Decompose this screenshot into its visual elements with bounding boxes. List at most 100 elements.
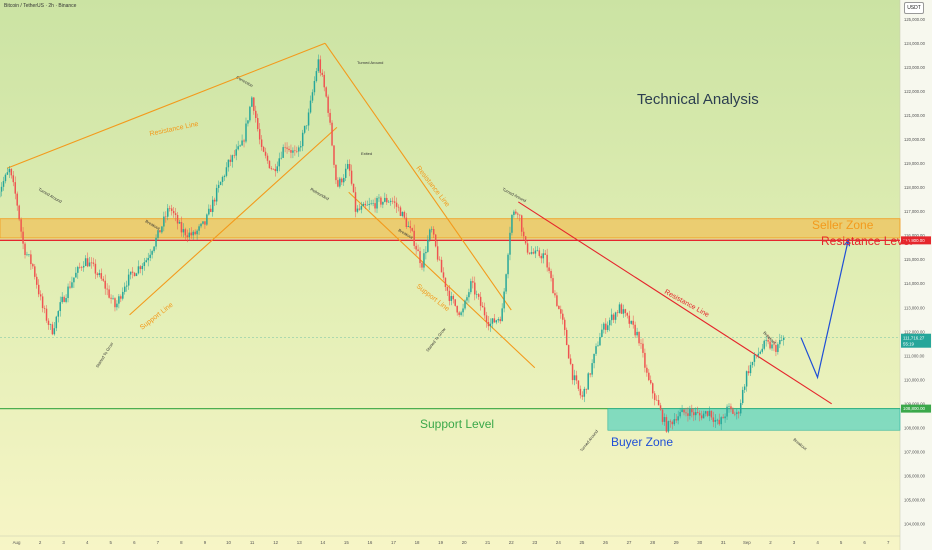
- candle-body: [378, 197, 380, 199]
- candle-body: [133, 272, 136, 277]
- candle-body: [765, 340, 767, 341]
- candle-body: [237, 146, 239, 150]
- time-tick-label: 4: [86, 540, 89, 545]
- candle-body: [124, 286, 126, 292]
- candle-body: [517, 213, 519, 215]
- price-axis[interactable]: 104,000.00 105,000.00 106,000.00 107,000.00…: [901, 17, 931, 527]
- candle-body: [724, 416, 726, 419]
- candle-body: [120, 296, 122, 299]
- time-tick-label: 18: [415, 540, 420, 545]
- candle-body: [665, 417, 668, 432]
- candle-body: [507, 254, 509, 275]
- candle-body: [732, 409, 734, 414]
- candle-body: [499, 319, 501, 322]
- candle-body: [288, 148, 290, 151]
- buyer-zone-label: Buyer Zone: [611, 435, 673, 449]
- candle-body: [251, 97, 253, 107]
- candle-body: [303, 125, 306, 133]
- candle-body: [552, 278, 554, 294]
- candle-body: [190, 232, 192, 236]
- candle-body: [581, 395, 584, 397]
- resistance-price-tag-bg: [901, 236, 931, 245]
- time-tick-label: 17: [391, 540, 396, 545]
- time-tick-label: 26: [603, 540, 608, 545]
- candle-body: [165, 216, 167, 218]
- candle-body: [736, 412, 738, 414]
- candle-body: [36, 276, 38, 285]
- candle-body: [198, 226, 200, 231]
- candle-body: [180, 222, 183, 233]
- candle-body: [505, 274, 507, 292]
- candle-body: [597, 345, 599, 347]
- candle-body: [135, 273, 138, 277]
- candle-body: [487, 321, 490, 327]
- candle-body: [771, 344, 773, 349]
- price-tick-label: 104,000.00: [904, 522, 926, 527]
- candle-body: [382, 201, 384, 205]
- candle-body: [227, 159, 230, 168]
- time-axis[interactable]: 31Aug23456789101112131415161718192021222…: [0, 540, 890, 545]
- candle-body: [391, 200, 394, 202]
- candle-body: [380, 197, 382, 205]
- candle-body: [20, 219, 22, 232]
- candle-body: [474, 282, 476, 295]
- candle-body: [493, 318, 496, 323]
- candle-body: [704, 411, 707, 414]
- candle-body: [644, 352, 646, 368]
- candle-body: [603, 323, 605, 330]
- time-tick-label: 28: [650, 540, 655, 545]
- candle-body: [174, 213, 177, 215]
- candle-body: [546, 254, 548, 268]
- candle-body: [71, 282, 73, 288]
- candle-body: [708, 410, 711, 416]
- candle-body: [8, 168, 11, 173]
- price-tick-label: 110,000.00: [904, 377, 925, 382]
- candle-body: [489, 323, 492, 327]
- candle-body: [397, 206, 400, 208]
- candle-body: [448, 290, 451, 301]
- candle-body: [268, 160, 271, 169]
- candle-body: [407, 226, 410, 228]
- candle-body: [673, 419, 675, 425]
- turned-around-label-2: Turned Around: [357, 60, 383, 65]
- candle-body: [82, 265, 85, 268]
- candle-body: [335, 164, 337, 181]
- candle-body: [755, 354, 758, 356]
- candle-body: [272, 169, 275, 170]
- time-tick-label: 27: [627, 540, 632, 545]
- candle-body: [726, 406, 728, 417]
- support-trendline-1: [129, 126, 338, 316]
- candle-body: [783, 337, 785, 340]
- candle-body: [429, 229, 431, 240]
- time-tick-label: 19: [438, 540, 443, 545]
- candle-body: [540, 255, 543, 259]
- candle-body: [329, 112, 331, 123]
- candle-body: [280, 157, 282, 159]
- candle-body: [389, 200, 392, 202]
- price-tick-label: 124,000.00: [904, 41, 926, 46]
- price-tick-label: 109,000.00: [904, 401, 926, 406]
- candle-body: [761, 348, 763, 352]
- candle-body: [769, 341, 771, 349]
- candle-body: [743, 386, 746, 390]
- candle-body: [716, 419, 719, 421]
- candle-body: [565, 329, 568, 346]
- candle-body: [519, 214, 521, 216]
- candle-body: [149, 254, 151, 258]
- time-tick-label: 21: [485, 540, 490, 545]
- candle-body: [638, 331, 640, 344]
- candle-body: [6, 172, 9, 175]
- candle-body: [745, 371, 748, 387]
- currency-selector[interactable]: USDT: [904, 2, 924, 14]
- candle-body: [427, 239, 429, 252]
- candle-body: [702, 413, 705, 419]
- resistance-trendline-2: [324, 42, 512, 311]
- time-tick-label: 2: [769, 540, 772, 545]
- candle-body: [0, 186, 3, 192]
- candle-body: [399, 207, 402, 216]
- candle-body: [468, 292, 470, 298]
- candle-body: [235, 149, 237, 156]
- candle-body: [307, 112, 310, 126]
- candle-body: [208, 208, 210, 215]
